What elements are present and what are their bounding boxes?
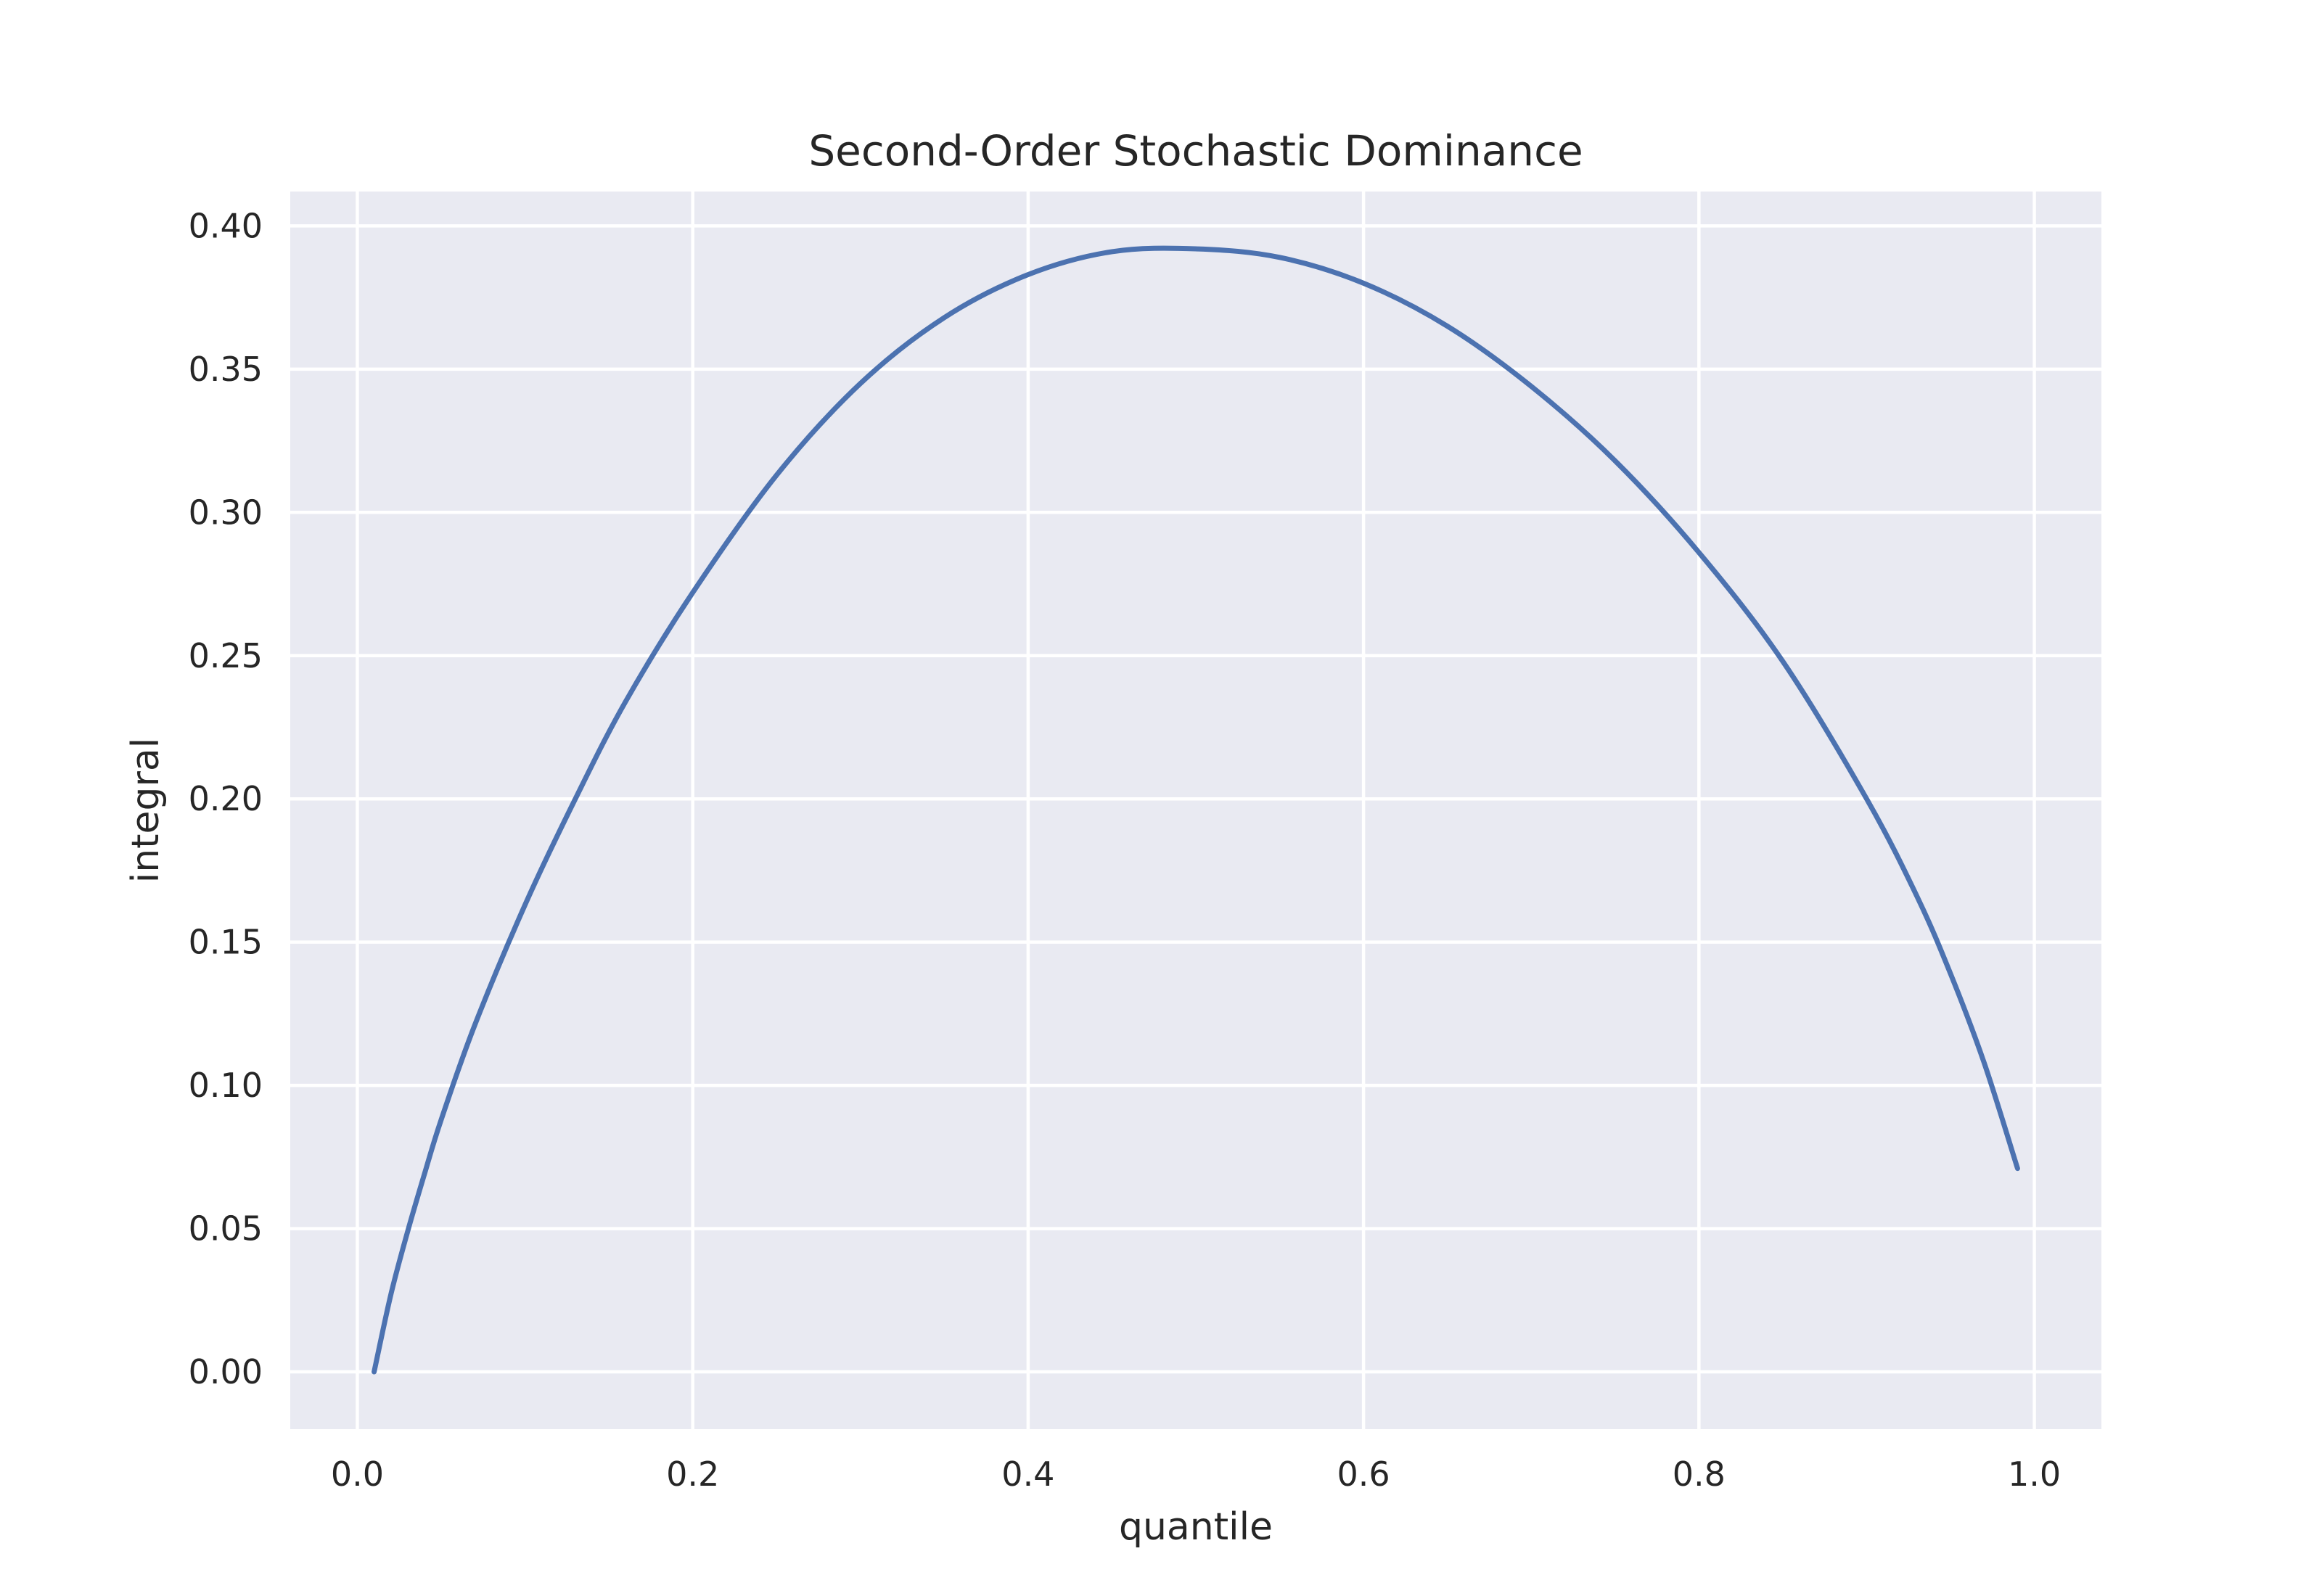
y-tick-label: 0.20 [189, 779, 263, 818]
plot-background [290, 192, 2101, 1429]
series-line [372, 245, 2020, 1375]
x-tick-label: 0.4 [1001, 1455, 1054, 1494]
x-tick-label: 0.8 [1673, 1455, 1726, 1494]
y-tick-label: 0.35 [189, 350, 263, 389]
y-tick-label: 0.40 [189, 206, 263, 245]
tick-labels: 0.0 0.2 0.4 0.6 0.8 1.0 0.00 0.05 0.10 0.15 0.20 0.… [189, 206, 2062, 1494]
grid [290, 192, 2101, 1429]
x-axis-label: quantile [1119, 1505, 1273, 1549]
x-tick-label: 0.2 [666, 1455, 719, 1494]
x-tick-label: 0.6 [1337, 1455, 1390, 1494]
chart-title: Second-Order Stochastic Dominance [808, 126, 1583, 176]
y-axis-label: integral [124, 738, 168, 883]
y-tick-label: 0.05 [189, 1209, 263, 1249]
y-tick-label: 0.30 [189, 493, 263, 532]
y-tick-label: 0.15 [189, 923, 263, 962]
x-tick-label: 1.0 [2008, 1455, 2061, 1494]
y-tick-label: 0.25 [189, 636, 263, 675]
y-tick-label: 0.00 [189, 1352, 263, 1391]
y-tick-label: 0.10 [189, 1066, 263, 1105]
x-tick-label: 0.0 [331, 1455, 384, 1494]
